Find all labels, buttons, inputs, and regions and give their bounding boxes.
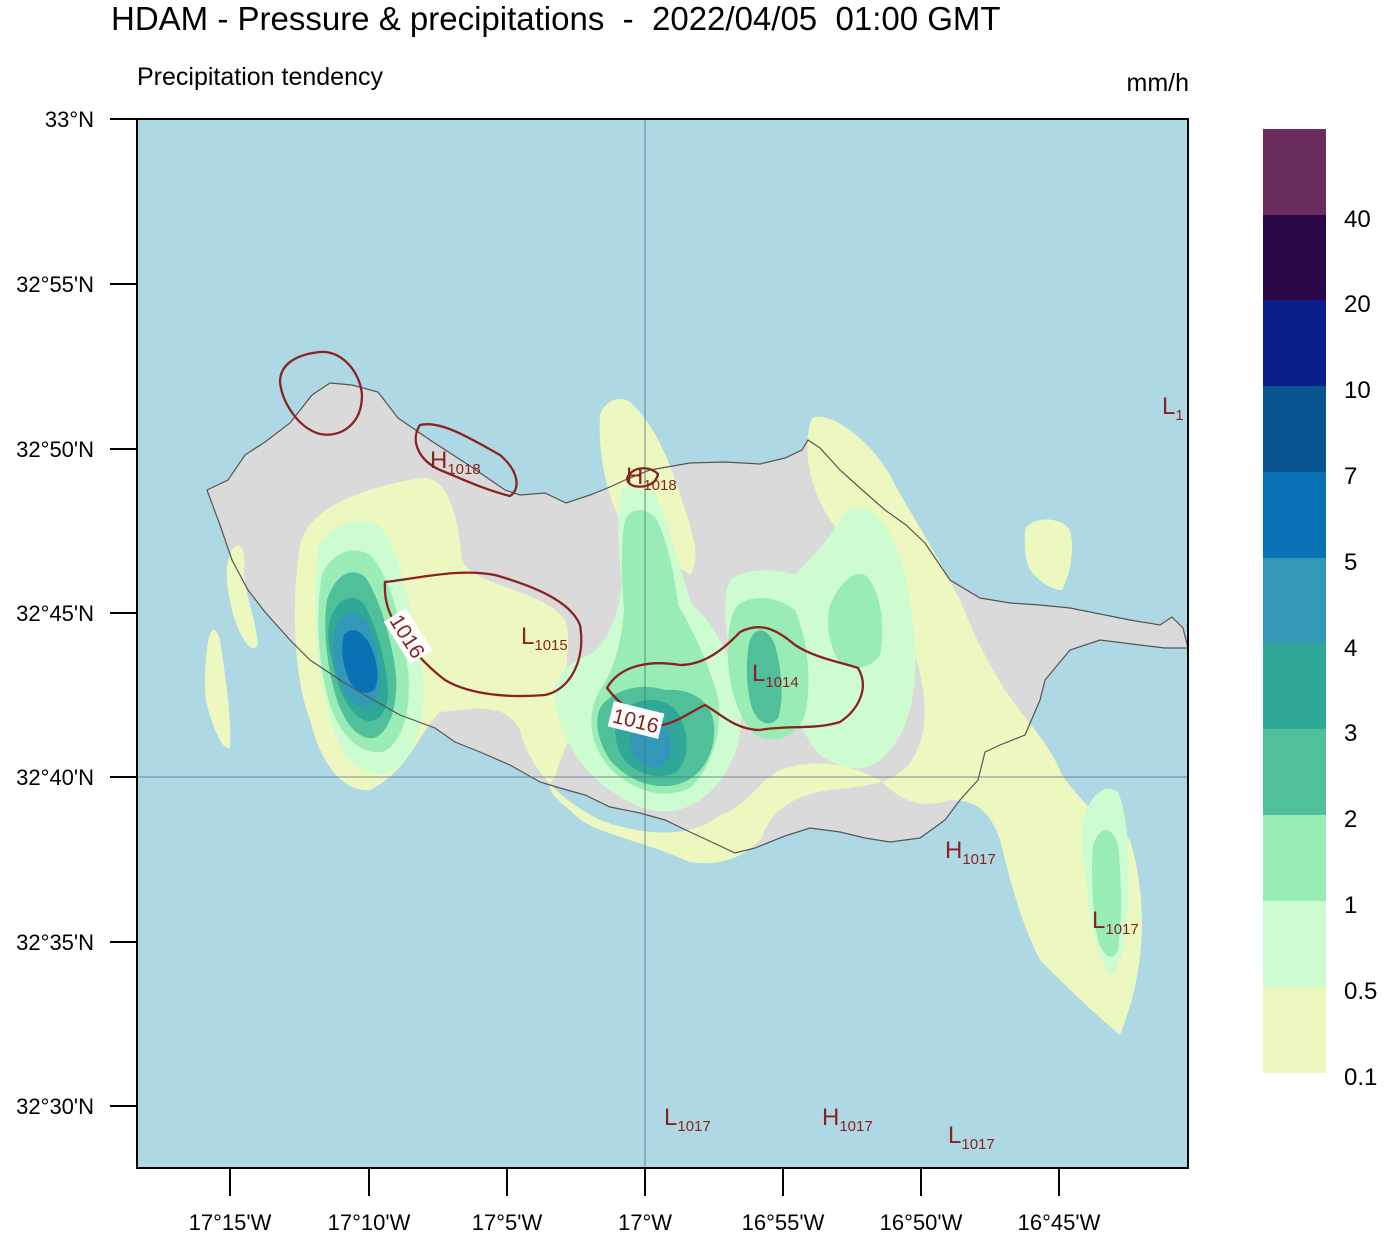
colorbar-label: 1 [1344, 892, 1357, 919]
lat-labels: 33°N 32°55'N 32°50'N 32°45'N 32°40'N 32°… [16, 107, 94, 1119]
precip-field-0.1 [204, 398, 1142, 1035]
pressure-centers: H1018 H1018 L1015 L1014 H1017 L1017 L101… [430, 393, 1184, 1153]
lon-label: 17°5'W [472, 1210, 543, 1234]
lon-axis [229, 1168, 1060, 1196]
lat-label: 32°50'N [16, 437, 94, 462]
lon-label: 16°55'W [742, 1210, 825, 1234]
units-label: mm/h [1126, 69, 1190, 97]
colorbar-label: 4 [1344, 635, 1357, 662]
colorbar-swatch-6 [1263, 472, 1326, 558]
precip-field-5 [342, 630, 378, 693]
colorbar-label: 20 [1344, 291, 1371, 318]
colorbar-swatch-2 [1263, 815, 1326, 901]
pressure-center-l-edge: L1 [1162, 393, 1184, 424]
pressure-center-l1015: L1015 [521, 623, 568, 654]
colorbar: 0.1 0.5 1 2 3 4 5 7 10 20 40 [1263, 129, 1377, 1091]
colorbar-label: 2 [1344, 806, 1357, 833]
colorbar-label: 10 [1344, 377, 1371, 404]
lat-label: 32°40'N [16, 765, 94, 790]
lon-labels: 17°15'W 17°10'W 17°5'W 17°W 16°55'W 16°5… [189, 1210, 1101, 1234]
pressure-center-h1017b: H1017 [822, 1104, 873, 1135]
lat-label: 32°30'N [16, 1094, 94, 1119]
lat-label: 33°N [45, 107, 94, 132]
lat-label: 32°45'N [16, 601, 94, 626]
pressure-center-l1017c: L1017 [948, 1122, 995, 1153]
colorbar-swatch-0 [1263, 987, 1326, 1073]
colorbar-swatch-8 [1263, 300, 1326, 386]
lat-label: 32°35'N [16, 930, 94, 955]
colorbar-swatch-9 [1263, 215, 1326, 300]
map-subtitle: Precipitation tendency [137, 63, 383, 91]
colorbar-swatch-7 [1263, 386, 1326, 472]
colorbar-swatch-5 [1263, 558, 1326, 643]
pressure-center-l1017b: L1017 [664, 1104, 711, 1135]
colorbar-swatch-1 [1263, 901, 1326, 987]
colorbar-label: 3 [1344, 720, 1357, 747]
colorbar-label: 5 [1344, 549, 1357, 576]
lat-label: 32°55'N [16, 272, 94, 297]
pressure-center-h1018a: H1018 [430, 447, 481, 478]
colorbar-label: 0.5 [1344, 978, 1377, 1005]
map-frame [136, 118, 1189, 1169]
lon-label: 17°15'W [189, 1210, 272, 1234]
colorbar-swatch-4 [1263, 643, 1326, 729]
colorbar-swatch-3 [1263, 729, 1326, 815]
lon-label: 17°W [618, 1210, 672, 1234]
pressure-center-h1017a: H1017 [945, 837, 996, 868]
colorbar-label: 40 [1344, 206, 1371, 233]
colorbar-swatch-10 [1263, 129, 1326, 215]
pressure-center-h1018b: H1018 [626, 463, 677, 494]
colorbar-label: 0.1 [1344, 1064, 1377, 1091]
pressure-center-l1017a: L1017 [1092, 907, 1139, 938]
map-area: 1016 1016 H1018 H1018 L1015 L1014 H1017 … [137, 119, 1188, 1168]
lon-label: 17°10'W [328, 1210, 411, 1234]
map-title: HDAM - Pressure & precipitations - 2022/… [111, 0, 1001, 37]
pressure-center-l1014: L1014 [752, 660, 799, 691]
lat-axis [110, 118, 137, 1107]
lon-label: 16°45'W [1018, 1210, 1101, 1234]
colorbar-label: 7 [1344, 463, 1357, 490]
coastline [206, 382, 1188, 854]
lon-label: 16°50'W [880, 1210, 963, 1234]
